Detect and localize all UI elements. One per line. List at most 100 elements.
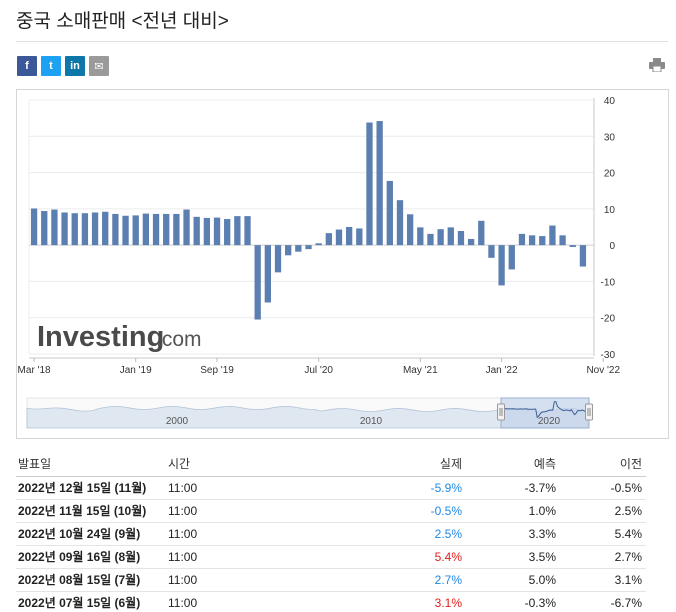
bar	[173, 213, 180, 246]
bar	[81, 213, 89, 246]
row-forecast: -3.7%	[466, 476, 560, 500]
bar	[467, 238, 475, 246]
table-row: 2022년 08월 15일 (7월) 11:00 2.7% 5.0% 3.1%	[16, 568, 646, 592]
bar	[406, 214, 414, 246]
title-divider	[16, 41, 668, 42]
bar	[549, 225, 556, 246]
row-date: 2022년 07월 15일 (6월)	[16, 591, 166, 612]
y-tick-label: 20	[604, 169, 616, 180]
row-previous: 2.5%	[560, 499, 646, 523]
bar	[305, 245, 312, 250]
row-time: 11:00	[166, 499, 286, 523]
row-forecast: 5.0%	[466, 568, 560, 592]
row-date: 2022년 09월 16일 (8월)	[16, 545, 166, 569]
share-bar: f t in ✉	[17, 56, 109, 76]
bar	[437, 229, 444, 246]
row-previous: -0.5%	[560, 476, 646, 500]
bar	[224, 219, 231, 246]
bar	[285, 245, 292, 256]
col-date-header[interactable]: 발표일	[16, 452, 166, 477]
table-row: 2022년 07월 15일 (6월) 11:00 3.1% -0.3% -6.7%	[16, 591, 646, 612]
bar	[132, 215, 139, 246]
bar	[213, 217, 221, 246]
table-row: 2022년 10월 24일 (9월) 11:00 2.5% 3.3% 5.4%	[16, 522, 646, 546]
linkedin-share-button[interactable]: in	[65, 56, 85, 76]
chart-container: Investing .com 40 30 20 10 0 -10 -20 -30 Mar '1…	[16, 89, 669, 439]
navigator-handle[interactable]	[497, 403, 505, 421]
row-actual: 2.5%	[286, 522, 466, 546]
row-actual: -5.9%	[286, 476, 466, 500]
bar	[508, 245, 515, 270]
bar	[386, 180, 393, 246]
navigator-detail-line	[502, 401, 588, 419]
y-tick-label: 30	[604, 132, 616, 143]
range-navigator[interactable]: 2000 2010 2020	[26, 397, 593, 429]
col-actual-header[interactable]: 실제	[286, 452, 466, 477]
row-time: 11:00	[166, 522, 286, 546]
facebook-icon: f	[25, 60, 29, 72]
bar	[518, 233, 526, 246]
bar	[102, 211, 109, 246]
row-actual: -0.5%	[286, 499, 466, 523]
row-previous: 2.7%	[560, 545, 646, 569]
col-forecast-header[interactable]: 예측	[466, 452, 560, 477]
bar	[61, 212, 68, 246]
bar	[203, 217, 211, 246]
row-time: 11:00	[166, 545, 286, 569]
chart-bars	[30, 121, 587, 320]
table-row: 2022년 09월 16일 (8월) 11:00 5.4% 3.5% 2.7%	[16, 545, 646, 569]
y-tick-label: -20	[601, 314, 616, 325]
bar	[478, 220, 485, 246]
x-tick-label: Sep '19	[200, 365, 234, 376]
bar	[315, 243, 322, 246]
bar	[183, 209, 190, 246]
navigator-handle[interactable]	[585, 403, 593, 421]
x-tick-label: Nov '22	[586, 365, 620, 376]
email-icon: ✉	[94, 60, 104, 73]
row-time: 11:00	[166, 476, 286, 500]
printer-icon[interactable]	[649, 58, 665, 72]
bar	[254, 245, 261, 320]
email-share-button[interactable]: ✉	[89, 56, 109, 76]
y-tick-label: 40	[604, 96, 616, 107]
row-actual: 2.7%	[286, 568, 466, 592]
table-body: 2022년 12월 15일 (11월) 11:00 -5.9% -3.7% -0.5% 2…	[16, 476, 646, 612]
twitter-share-button[interactable]: t	[41, 56, 61, 76]
bar	[30, 208, 38, 246]
bar	[193, 216, 200, 246]
y-tick-label: 10	[604, 205, 616, 216]
row-previous: 5.4%	[560, 522, 646, 546]
bar	[41, 211, 48, 246]
bar	[244, 216, 251, 246]
row-actual: 3.1%	[286, 591, 466, 612]
y-tick-label: -10	[601, 277, 616, 288]
table-row: 2022년 11월 15일 (10월) 11:00 -0.5% 1.0% 2.5%	[16, 499, 646, 523]
row-forecast: 3.5%	[466, 545, 560, 569]
navigator-label: 2000	[166, 416, 189, 427]
linkedin-icon: in	[70, 60, 80, 72]
events-table: 발표일 시간 실제 예측 이전 2022년 12월 15일 (11월) 11:00…	[16, 452, 646, 612]
bar	[569, 245, 576, 247]
table-row: 2022년 12월 15일 (11월) 11:00 -5.9% -3.7% -0.5%	[16, 476, 646, 500]
row-actual: 5.4%	[286, 545, 466, 569]
bar	[163, 213, 170, 246]
bar	[122, 215, 129, 246]
y-tick-label: -30	[601, 350, 616, 361]
bar	[417, 227, 424, 246]
bar	[295, 245, 302, 252]
facebook-share-button[interactable]: f	[17, 56, 37, 76]
y-axis: 40 30 20 10 0 -10 -20 -30	[593, 96, 616, 361]
bar	[498, 245, 505, 286]
row-date: 2022년 11월 15일 (10월)	[16, 499, 166, 523]
navigator-label: 2010	[360, 416, 383, 427]
bar	[234, 216, 241, 246]
col-time-header[interactable]: 시간	[166, 452, 286, 477]
bar	[325, 233, 332, 246]
bar	[427, 233, 434, 246]
col-previous-header[interactable]: 이전	[560, 452, 646, 477]
bar	[51, 209, 58, 246]
bar	[264, 245, 271, 303]
row-forecast: 3.3%	[466, 522, 560, 546]
page-title: 중국 소매판매 <전년 대비>	[16, 11, 229, 32]
